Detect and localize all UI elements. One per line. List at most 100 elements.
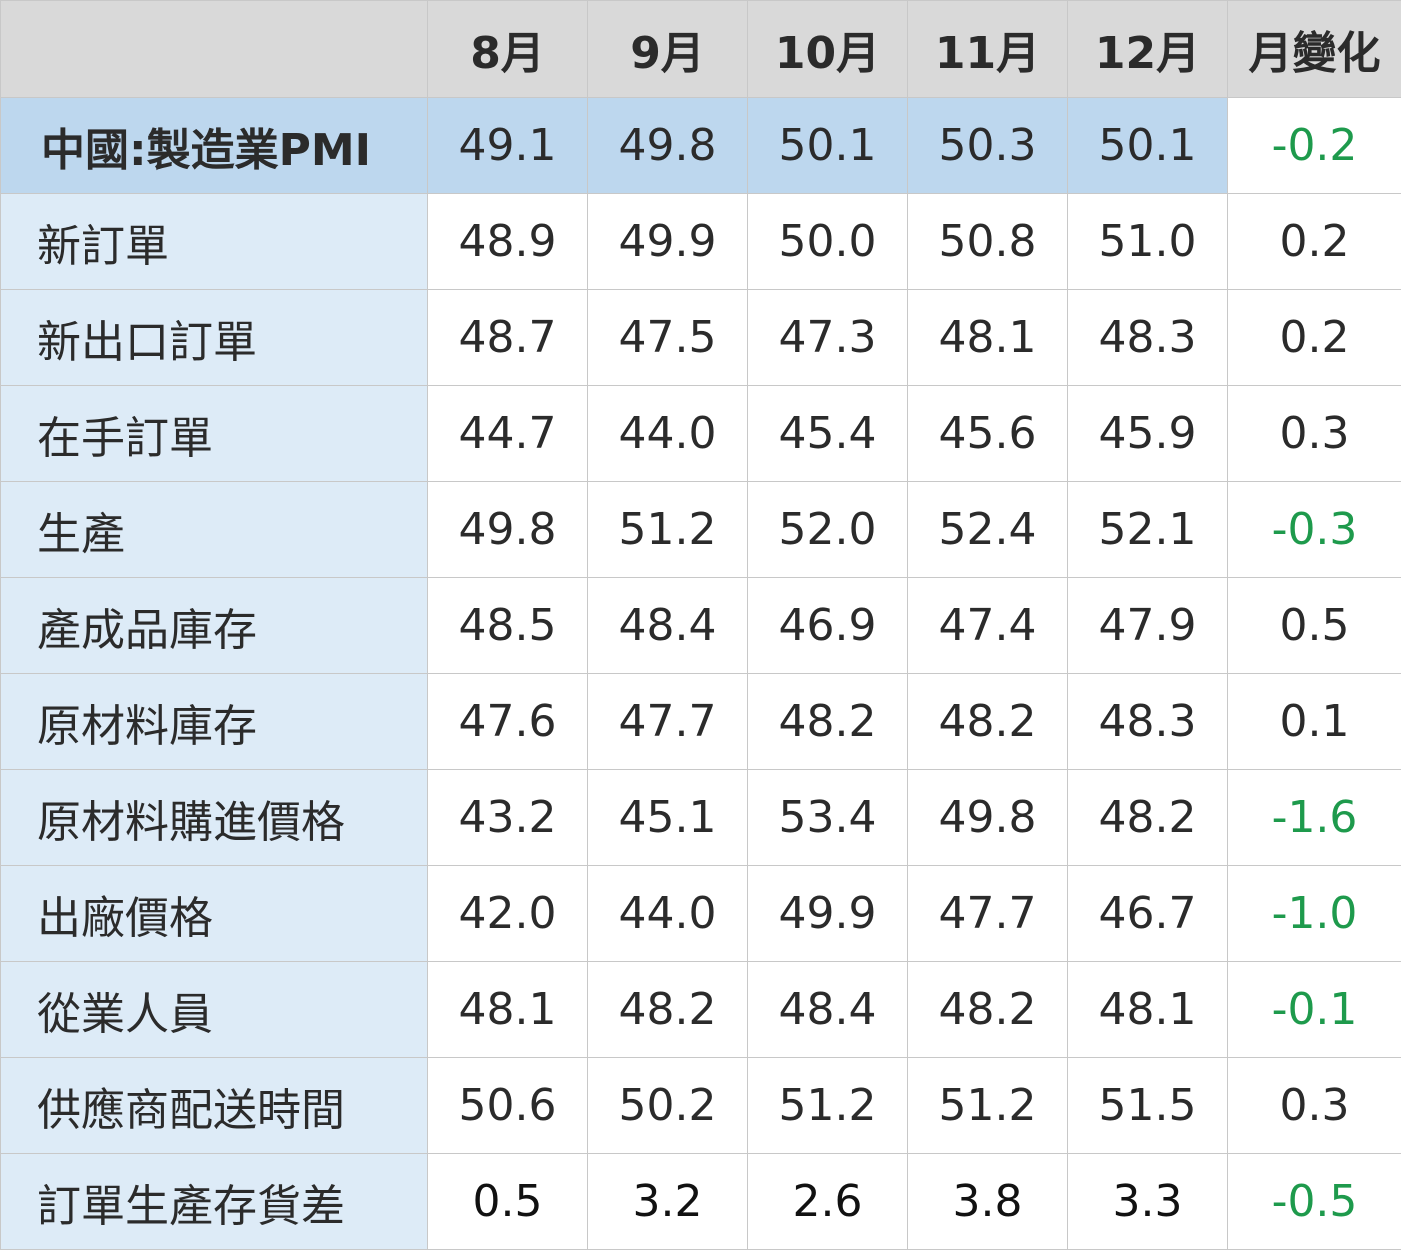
- value-cell: 48.4: [587, 577, 748, 674]
- header-corner: [0, 0, 428, 98]
- value-cell: 51.2: [587, 481, 748, 578]
- value-cell: 48.3: [1067, 673, 1228, 770]
- table-row: 供應商配送時間 50.6 50.2 51.2 51.2 51.5 0.3: [0, 1057, 1401, 1154]
- headline-row: 中國:製造業PMI 49.1 49.8 50.1 50.3 50.1 -0.2: [0, 97, 1401, 194]
- value-cell: 48.5: [427, 577, 588, 674]
- row-label: 原材料購進價格: [0, 769, 428, 866]
- table-row: 出廠價格 42.0 44.0 49.9 47.7 46.7 -1.0: [0, 865, 1401, 962]
- change-cell: 0.3: [1227, 1057, 1401, 1154]
- value-cell: 52.0: [747, 481, 908, 578]
- row-label: 在手訂單: [0, 385, 428, 482]
- value-cell: 48.2: [1067, 769, 1228, 866]
- value-cell: 48.4: [747, 961, 908, 1058]
- value-cell: 45.1: [587, 769, 748, 866]
- value-cell: 48.7: [427, 289, 588, 386]
- column-header: 10月: [747, 0, 908, 98]
- value-cell: 50.6: [427, 1057, 588, 1154]
- value-cell: 3.2: [587, 1153, 748, 1250]
- value-cell: 49.1: [427, 97, 588, 194]
- value-cell: 49.8: [427, 481, 588, 578]
- table-row: 原材料購進價格 43.2 45.1 53.4 49.8 48.2 -1.6: [0, 769, 1401, 866]
- value-cell: 48.3: [1067, 289, 1228, 386]
- row-label: 產成品庫存: [0, 577, 428, 674]
- value-cell: 44.7: [427, 385, 588, 482]
- value-cell: 48.1: [427, 961, 588, 1058]
- row-label: 中國:製造業PMI: [0, 97, 428, 194]
- value-cell: 2.6: [747, 1153, 908, 1250]
- value-cell: 50.1: [747, 97, 908, 194]
- value-cell: 49.8: [907, 769, 1068, 866]
- row-label: 原材料庫存: [0, 673, 428, 770]
- column-header: 8月: [427, 0, 588, 98]
- value-cell: 47.7: [907, 865, 1068, 962]
- value-cell: 52.4: [907, 481, 1068, 578]
- value-cell: 47.9: [1067, 577, 1228, 674]
- value-cell: 47.7: [587, 673, 748, 770]
- row-label: 新訂單: [0, 193, 428, 290]
- column-header: 12月: [1067, 0, 1228, 98]
- value-cell: 45.6: [907, 385, 1068, 482]
- header-row: 8月 9月 10月 11月 12月 月變化: [0, 0, 1401, 98]
- value-cell: 50.1: [1067, 97, 1228, 194]
- row-label: 供應商配送時間: [0, 1057, 428, 1154]
- value-cell: 50.3: [907, 97, 1068, 194]
- row-label: 從業人員: [0, 961, 428, 1058]
- value-cell: 46.9: [747, 577, 908, 674]
- table-row: 原材料庫存 47.6 47.7 48.2 48.2 48.3 0.1: [0, 673, 1401, 770]
- column-header: 11月: [907, 0, 1068, 98]
- value-cell: 51.2: [747, 1057, 908, 1154]
- table-row: 新訂單 48.9 49.9 50.0 50.8 51.0 0.2: [0, 193, 1401, 290]
- change-cell: 0.2: [1227, 193, 1401, 290]
- value-cell: 47.3: [747, 289, 908, 386]
- value-cell: 51.0: [1067, 193, 1228, 290]
- table-row: 產成品庫存 48.5 48.4 46.9 47.4 47.9 0.5: [0, 577, 1401, 674]
- value-cell: 47.6: [427, 673, 588, 770]
- value-cell: 43.2: [427, 769, 588, 866]
- value-cell: 44.0: [587, 865, 748, 962]
- value-cell: 48.2: [907, 961, 1068, 1058]
- value-cell: 52.1: [1067, 481, 1228, 578]
- value-cell: 47.5: [587, 289, 748, 386]
- table-row: 訂單生產存貨差 0.5 3.2 2.6 3.8 3.3 -0.5: [0, 1153, 1401, 1250]
- value-cell: 49.8: [587, 97, 748, 194]
- value-cell: 47.4: [907, 577, 1068, 674]
- change-cell: -0.5: [1227, 1153, 1401, 1250]
- value-cell: 50.8: [907, 193, 1068, 290]
- value-cell: 0.5: [427, 1153, 588, 1250]
- value-cell: 48.2: [907, 673, 1068, 770]
- change-cell: -1.0: [1227, 865, 1401, 962]
- value-cell: 49.9: [747, 865, 908, 962]
- row-label: 訂單生產存貨差: [0, 1153, 428, 1250]
- table-row: 生產 49.8 51.2 52.0 52.4 52.1 -0.3: [0, 481, 1401, 578]
- value-cell: 49.9: [587, 193, 748, 290]
- change-cell: -1.6: [1227, 769, 1401, 866]
- change-cell: 0.2: [1227, 289, 1401, 386]
- value-cell: 51.5: [1067, 1057, 1228, 1154]
- change-cell: -0.1: [1227, 961, 1401, 1058]
- value-cell: 3.3: [1067, 1153, 1228, 1250]
- value-cell: 53.4: [747, 769, 908, 866]
- row-label: 新出口訂單: [0, 289, 428, 386]
- value-cell: 3.8: [907, 1153, 1068, 1250]
- row-label: 出廠價格: [0, 865, 428, 962]
- value-cell: 45.9: [1067, 385, 1228, 482]
- value-cell: 50.2: [587, 1057, 748, 1154]
- value-cell: 51.2: [907, 1057, 1068, 1154]
- value-cell: 48.1: [1067, 961, 1228, 1058]
- change-cell: 0.5: [1227, 577, 1401, 674]
- value-cell: 48.2: [747, 673, 908, 770]
- change-cell: -0.2: [1227, 97, 1401, 194]
- change-cell: -0.3: [1227, 481, 1401, 578]
- table-row: 在手訂單 44.7 44.0 45.4 45.6 45.9 0.3: [0, 385, 1401, 482]
- value-cell: 48.2: [587, 961, 748, 1058]
- column-header: 9月: [587, 0, 748, 98]
- column-header: 月變化: [1227, 0, 1401, 98]
- value-cell: 50.0: [747, 193, 908, 290]
- change-cell: 0.1: [1227, 673, 1401, 770]
- table-row: 新出口訂單 48.7 47.5 47.3 48.1 48.3 0.2: [0, 289, 1401, 386]
- value-cell: 46.7: [1067, 865, 1228, 962]
- value-cell: 45.4: [747, 385, 908, 482]
- value-cell: 48.1: [907, 289, 1068, 386]
- change-cell: 0.3: [1227, 385, 1401, 482]
